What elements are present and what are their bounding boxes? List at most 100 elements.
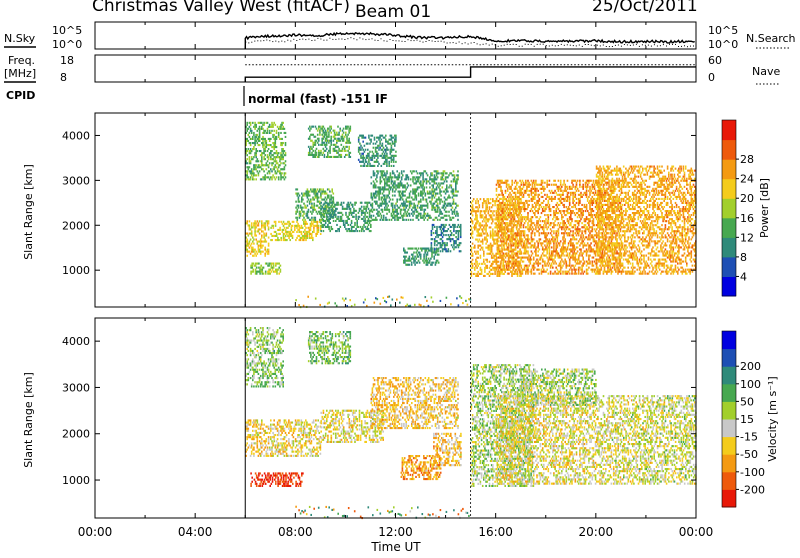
power-cell [560, 180, 562, 182]
power-cell [294, 227, 296, 229]
power-cell [494, 259, 496, 261]
power-cell [504, 202, 506, 204]
power-cell [552, 261, 554, 263]
power-cell [524, 267, 526, 269]
power-cell [354, 222, 356, 224]
power-cell [300, 215, 302, 217]
power-cell [546, 234, 548, 236]
power-cell [474, 269, 476, 271]
power-cell [484, 269, 486, 271]
power-cell [365, 208, 367, 210]
power-cell [250, 128, 252, 130]
power-cell [554, 198, 556, 200]
power-cell [330, 136, 332, 138]
power-cell [434, 248, 436, 250]
power-cell [386, 163, 388, 165]
power-cell [319, 203, 321, 205]
power-cell [386, 155, 388, 157]
power-cell [246, 158, 248, 160]
power-cell [343, 138, 345, 140]
power-cell [284, 174, 286, 176]
power-cell [460, 226, 462, 228]
power-cell [551, 222, 553, 224]
power-cell [337, 152, 339, 154]
power-cell [501, 202, 503, 204]
power-cell [421, 207, 423, 209]
power-cell [546, 250, 548, 252]
power-cell [317, 130, 319, 132]
power-cell [249, 224, 251, 226]
power-cell [343, 146, 345, 148]
power-cell [386, 213, 388, 215]
power-cell [542, 259, 544, 261]
power-cell [500, 198, 502, 200]
power-cell [541, 257, 543, 259]
power-cell [509, 196, 511, 198]
power-cell [395, 137, 397, 139]
power-cell [302, 219, 304, 221]
power-cell [255, 174, 257, 176]
power-cell [278, 136, 280, 138]
power-cell [328, 226, 330, 228]
power-cell [559, 242, 561, 244]
power-cell [406, 252, 408, 254]
power-cell [386, 161, 388, 163]
power-cell [446, 230, 448, 232]
power-cell [540, 216, 542, 218]
power-cell [255, 222, 257, 224]
power-cell [268, 148, 270, 150]
power-cell [432, 195, 434, 197]
power-cell [553, 259, 555, 261]
power-cell [453, 230, 455, 232]
power-cell [355, 218, 357, 220]
power-cell [545, 226, 547, 228]
power-cell [377, 170, 379, 172]
power-cell [549, 246, 551, 248]
power-cell [566, 214, 568, 216]
power-cell [520, 202, 522, 204]
power-cell [260, 243, 262, 245]
power-cell [508, 236, 510, 238]
power-cell [263, 237, 265, 239]
power-cell [377, 161, 379, 163]
power-cell [432, 184, 434, 186]
power-cell [279, 170, 281, 172]
power-cell [412, 256, 414, 258]
power-cell [344, 148, 346, 150]
power-cell [485, 243, 487, 245]
power-cell [509, 263, 511, 265]
power-cell [376, 176, 378, 178]
power-cell [255, 226, 257, 228]
power-cell [331, 191, 333, 193]
power-cell [537, 210, 539, 212]
power-cell [477, 208, 479, 210]
power-cell [273, 168, 275, 170]
power-cell [343, 202, 345, 204]
power-cell [266, 233, 268, 235]
power-cell [548, 200, 550, 202]
power-cell [313, 203, 315, 205]
power-cell [482, 224, 484, 226]
power-region-7 [358, 135, 397, 167]
power-cell [426, 256, 428, 258]
power-cell [445, 234, 447, 236]
power-cell [497, 220, 499, 222]
power-cell [453, 234, 455, 236]
power-cell [548, 265, 550, 267]
power-cell [494, 269, 496, 271]
power-cell [320, 197, 322, 199]
power-cell [528, 196, 530, 198]
power-cell [385, 145, 387, 147]
power-cell [246, 154, 248, 156]
power-cell [297, 219, 299, 221]
power-cell [255, 136, 257, 138]
power-cell [320, 152, 322, 154]
power-cell [308, 217, 310, 219]
power-cell [301, 201, 303, 203]
power-cell [246, 124, 248, 126]
power-cell [433, 224, 435, 226]
power-cell [377, 157, 379, 159]
power-region-10 [431, 224, 462, 252]
power-cell [267, 132, 269, 134]
power-cell [508, 273, 510, 275]
